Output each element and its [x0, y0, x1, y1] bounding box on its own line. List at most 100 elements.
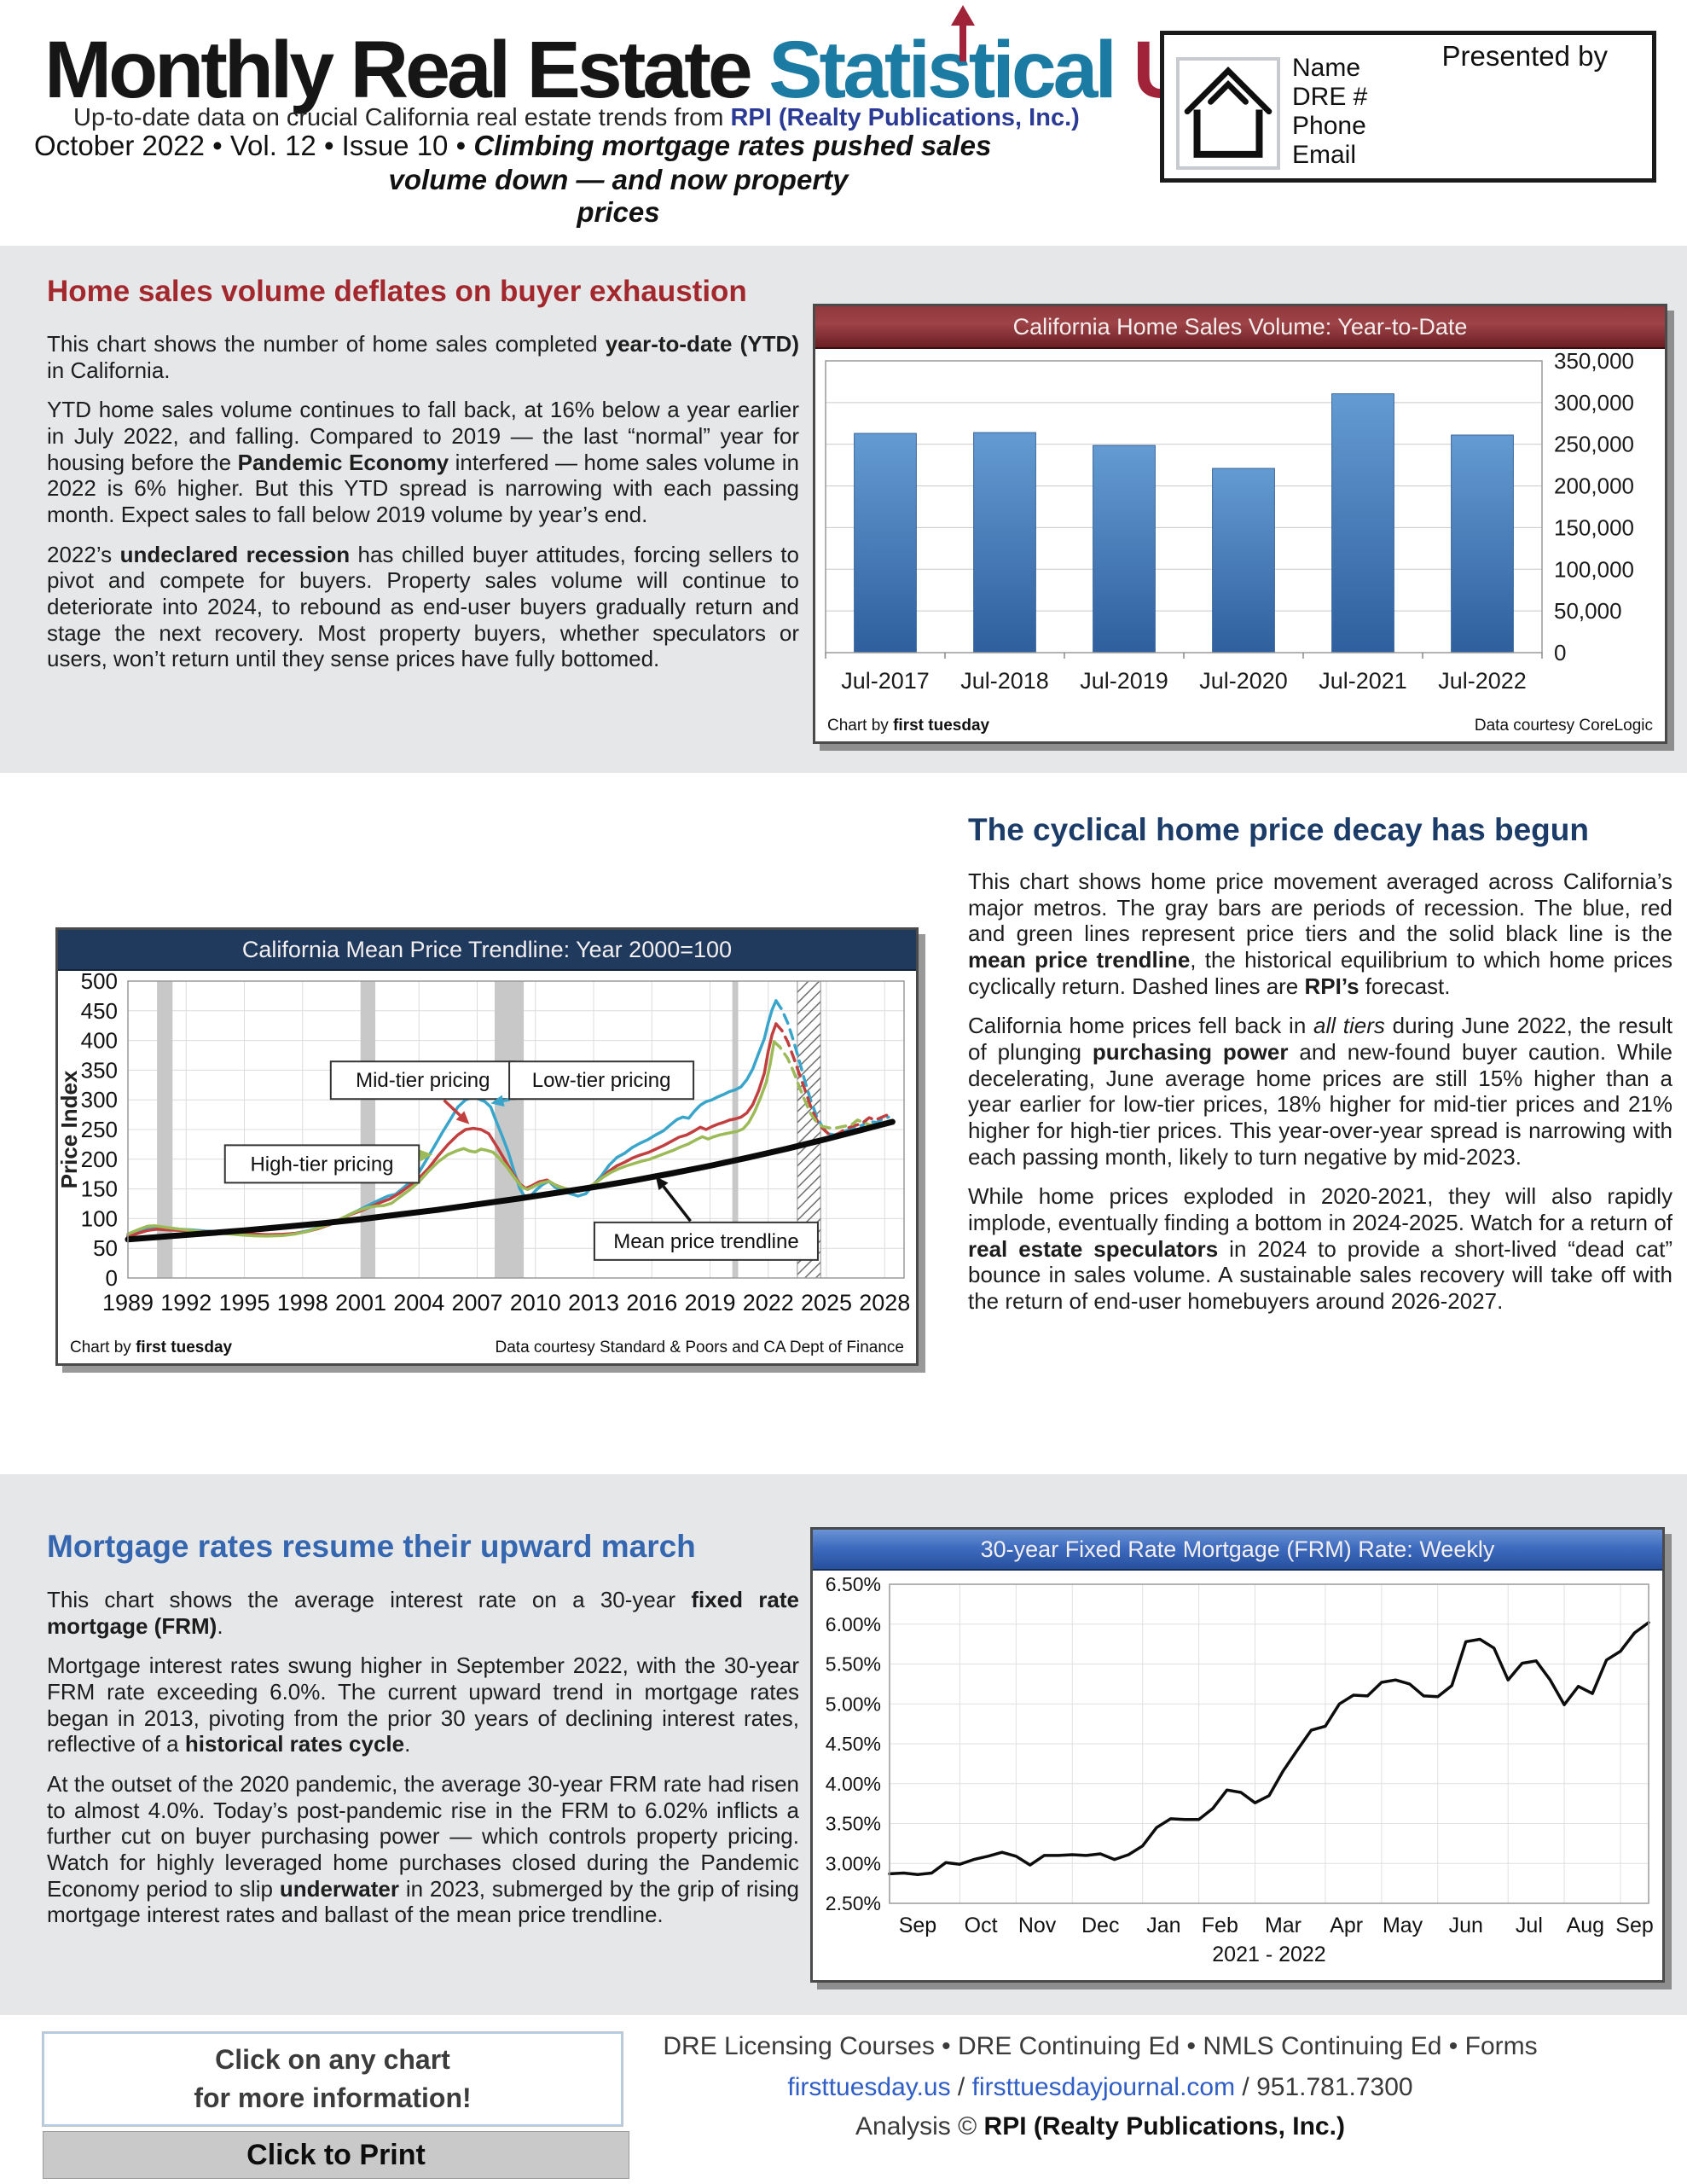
svg-text:Sep: Sep [899, 1914, 936, 1937]
svg-text:Price Index: Price Index [58, 1070, 82, 1188]
svg-text:6.00%: 6.00% [826, 1613, 881, 1635]
svg-text:2013: 2013 [568, 1290, 619, 1316]
headline-line2: volume down — and now property prices [388, 164, 849, 228]
chart-2-credit-right: Data courtesy Standard & Poors and CA De… [495, 1339, 905, 1356]
section-3-paragraphs: This chart shows the average interest ra… [47, 1587, 800, 1928]
svg-text:200: 200 [81, 1147, 118, 1172]
svg-text:2010: 2010 [510, 1290, 561, 1316]
svg-text:0: 0 [106, 1265, 118, 1291]
svg-text:Jul-2021: Jul-2021 [1319, 668, 1407, 694]
svg-text:1998: 1998 [277, 1290, 328, 1316]
svg-text:Mid-tier pricing: Mid-tier pricing [356, 1069, 490, 1092]
svg-text:High-tier pricing: High-tier pricing [250, 1153, 393, 1176]
house-icon [1176, 57, 1280, 170]
svg-text:3.50%: 3.50% [826, 1813, 881, 1835]
chart-1-plot: 0 50,000 100,000 150,000 200,000 250,000 300,0… [825, 348, 1634, 694]
up-arrow-icon [946, 5, 980, 66]
svg-text:350: 350 [81, 1057, 118, 1083]
svg-text:Jul-2018: Jul-2018 [960, 668, 1049, 694]
footer-courses-line: DRE Licensing Courses • DRE Continuing E… [663, 2032, 1538, 2060]
svg-text:5.50%: 5.50% [826, 1653, 881, 1676]
svg-text:5.00%: 5.00% [826, 1693, 881, 1715]
svg-text:200,000: 200,000 [1554, 473, 1634, 499]
title-part-black: Monthly Real Estate [44, 25, 769, 115]
presented-by-box: Presented by Name DRE # Phone Email [1160, 31, 1656, 183]
svg-text:Oct: Oct [965, 1914, 998, 1937]
chart-3-plot: 2.50% 3.00% 3.50% 4.00% 4.50% 5.00% 5.50% 6.00%… [826, 1573, 1654, 1966]
svg-text:350,000: 350,000 [1554, 349, 1634, 374]
section-2-paragraphs: This chart shows home price movement ave… [968, 868, 1673, 1315]
home-sales-volume-chart[interactable]: California Home Sales Volume: Year-to-Da… [813, 304, 1667, 744]
svg-text:1989: 1989 [102, 1290, 154, 1316]
title-part-teal: Statistical [768, 25, 1133, 115]
svg-text:150,000: 150,000 [1554, 514, 1634, 540]
headline-line1: Climbing mortgage rates pushed sales [473, 130, 992, 161]
dateline-text: October 2022 • Vol. 12 • Issue 10 • [34, 130, 474, 161]
svg-text:6.50%: 6.50% [826, 1573, 881, 1595]
svg-text:2001: 2001 [335, 1290, 386, 1316]
subtitle-brand: RPI (Realty Publications, Inc.) [730, 104, 1080, 131]
svg-text:Low-tier pricing: Low-tier pricing [532, 1069, 671, 1092]
svg-text:4.50%: 4.50% [826, 1733, 881, 1755]
frm-rate-chart[interactable]: 30-year Fixed Rate Mortgage (FRM) Rate: … [810, 1527, 1665, 1983]
chart-1-credit-left: Chart by first tuesday [827, 717, 990, 735]
svg-text:2004: 2004 [393, 1290, 444, 1316]
section-1-heading: Home sales volume deflates on buyer exha… [47, 275, 747, 308]
svg-text:May: May [1383, 1914, 1423, 1937]
svg-text:50,000: 50,000 [1554, 598, 1622, 624]
footer-phone: 951.781.7300 [1256, 2073, 1413, 2101]
svg-text:2.50%: 2.50% [826, 1892, 881, 1914]
section-3-heading: Mortgage rates resume their upward march [47, 1529, 696, 1564]
svg-text:300,000: 300,000 [1554, 390, 1634, 415]
svg-text:Jul-2019: Jul-2019 [1080, 668, 1168, 694]
svg-text:100,000: 100,000 [1554, 556, 1634, 582]
subtitle-text: Up-to-date data on crucial California re… [73, 104, 731, 131]
mean-price-trendline-chart[interactable]: California Mean Price Trendline: Year 20… [55, 927, 919, 1366]
svg-text:1995: 1995 [218, 1290, 270, 1316]
svg-text:150: 150 [81, 1176, 118, 1202]
chart-2-credit-left: Chart by first tuesday [70, 1339, 233, 1356]
svg-text:2022: 2022 [743, 1290, 794, 1316]
svg-text:500: 500 [81, 971, 118, 994]
section-2-heading: The cyclical home price decay has begun [968, 812, 1589, 847]
svg-text:50: 50 [93, 1235, 118, 1261]
svg-text:Jul: Jul [1516, 1914, 1543, 1937]
chart-info-box: Click on any chart for more information! [42, 2031, 623, 2127]
footer-rpi: RPI (Realty Publications, Inc.) [983, 2112, 1345, 2140]
svg-text:Nov: Nov [1018, 1914, 1057, 1937]
section-1-paragraphs: This chart shows the number of home sale… [47, 331, 800, 672]
svg-text:0: 0 [1554, 640, 1566, 665]
svg-text:Apr: Apr [1330, 1914, 1363, 1937]
footer-analysis-line: Analysis © RPI (Realty Publications, Inc… [855, 2112, 1345, 2140]
svg-text:2019: 2019 [684, 1290, 735, 1316]
info-line-2: for more information! [194, 2082, 472, 2113]
svg-text:250: 250 [81, 1117, 118, 1142]
svg-text:Dec: Dec [1081, 1914, 1119, 1937]
chart-1-title: California Home Sales Volume: Year-to-Da… [815, 306, 1665, 349]
svg-text:1992: 1992 [160, 1290, 212, 1316]
svg-text:Jul-2017: Jul-2017 [841, 668, 930, 694]
chart-2-title: California Mean Price Trendline: Year 20… [58, 930, 916, 971]
svg-text:400: 400 [81, 1028, 118, 1054]
svg-text:Jul-2022: Jul-2022 [1438, 668, 1527, 694]
svg-text:Mean price trendline: Mean price trendline [613, 1230, 798, 1253]
issue-dateline: October 2022 • Vol. 12 • Issue 10 • Clim… [34, 130, 991, 162]
firsttuesday-link[interactable]: firsttuesday.us [787, 2073, 951, 2101]
svg-text:Sep: Sep [1615, 1914, 1653, 1937]
chart-1-credit-right: Data courtesy CoreLogic [1474, 717, 1653, 735]
firsttuesdayjournal-link[interactable]: firsttuesdayjournal.com [971, 2073, 1236, 2101]
svg-text:100: 100 [81, 1205, 118, 1231]
svg-text:250,000: 250,000 [1554, 432, 1634, 457]
svg-text:Jul-2020: Jul-2020 [1199, 668, 1288, 694]
svg-text:2028: 2028 [859, 1290, 910, 1316]
svg-text:2016: 2016 [626, 1290, 677, 1316]
chart-1-credits: Chart by first tuesday Data courtesy Cor… [815, 715, 1665, 735]
svg-text:450: 450 [81, 998, 118, 1024]
footer-text: DRE Licensing Courses • DRE Continuing E… [648, 2032, 1552, 2141]
svg-text:Jan: Jan [1146, 1914, 1180, 1937]
svg-text:2007: 2007 [451, 1290, 502, 1316]
print-button[interactable]: Click to Print [43, 2131, 629, 2179]
presented-by-label: Presented by [1441, 40, 1608, 72]
svg-text:Jun: Jun [1449, 1914, 1483, 1937]
